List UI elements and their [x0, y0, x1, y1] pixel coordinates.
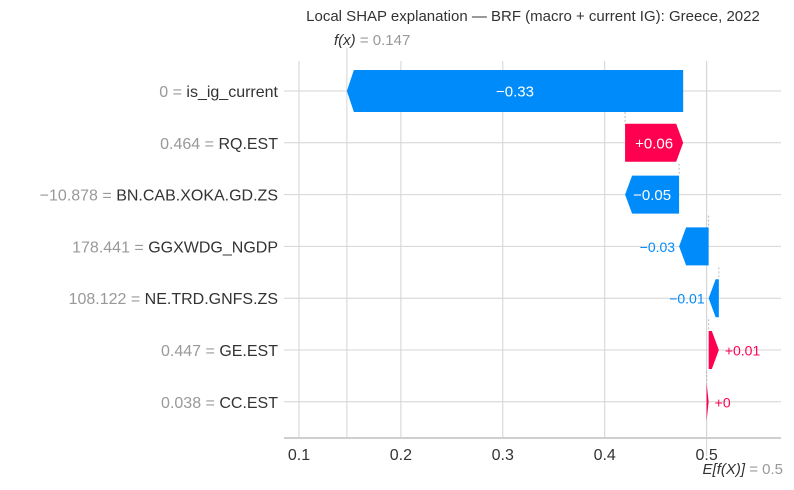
feature-name: CC.EST — [219, 395, 278, 412]
shap-bar-NE.TRD.GNFS.ZS — [708, 279, 719, 318]
shap-value-label: −0.05 — [633, 187, 671, 204]
feature-label: 0 = is_ig_current — [159, 84, 278, 101]
feature-value: 178.441 — [72, 239, 130, 256]
feature-name: GE.EST — [219, 343, 278, 360]
fx-annotation: f(x) = 0.147 — [334, 32, 410, 49]
feature-label: 0.464 = RQ.EST — [160, 136, 278, 153]
shap-value-label: +0 — [715, 394, 731, 410]
feature-value: 0 — [159, 84, 168, 101]
x-tick-label: 0.5 — [695, 447, 717, 464]
x-tick-label: 0.4 — [594, 447, 616, 464]
shap-value-label: −0.33 — [496, 84, 534, 101]
ex-annotation: E[f(X)] = 0.5 — [703, 461, 783, 478]
feature-label: 178.441 = GGXWDG_NGDP — [72, 239, 278, 256]
feature-label: −10.878 = BN.CAB.XOKA.GD.ZS — [40, 188, 278, 205]
feature-name: BN.CAB.XOKA.GD.ZS — [116, 188, 278, 205]
shap-bar-GGXWDG_NGDP — [679, 227, 709, 266]
feature-value: 108.122 — [69, 291, 127, 308]
shap-value-label: −0.01 — [669, 291, 705, 307]
feature-value: 0.038 — [161, 395, 201, 412]
feature-label: 0.038 = CC.EST — [161, 395, 278, 412]
shap-bar-GE.EST — [708, 331, 719, 369]
shap-value-label: +0.01 — [725, 343, 761, 359]
feature-name: GGXWDG_NGDP — [148, 239, 278, 256]
x-tick-label: 0.2 — [390, 447, 412, 464]
shap-value-label: +0.06 — [635, 135, 673, 152]
feature-value: −10.878 — [40, 188, 98, 205]
x-tick-label: 0.3 — [492, 447, 514, 464]
feature-name: RQ.EST — [218, 136, 278, 153]
feature-name: is_ig_current — [186, 84, 278, 101]
shap-bar-RQ.EST — [625, 123, 684, 162]
feature-label: 108.122 = NE.TRD.GNFS.ZS — [69, 291, 278, 308]
feature-value: 0.447 — [161, 343, 201, 360]
chart-title: Local SHAP explanation — BRF (macro + cu… — [306, 8, 760, 25]
feature-label: 0.447 = GE.EST — [161, 343, 278, 360]
shap-bar-BN.CAB.XOKA.GD.ZS — [625, 175, 680, 214]
feature-value: 0.464 — [160, 136, 200, 153]
shap-bar-is_ig_current — [346, 70, 684, 112]
feature-name: NE.TRD.GNFS.ZS — [145, 291, 278, 308]
x-tick-label: 0.1 — [288, 447, 310, 464]
shap-value-label: −0.03 — [640, 239, 676, 255]
shap-bar-CC.EST — [706, 382, 709, 421]
